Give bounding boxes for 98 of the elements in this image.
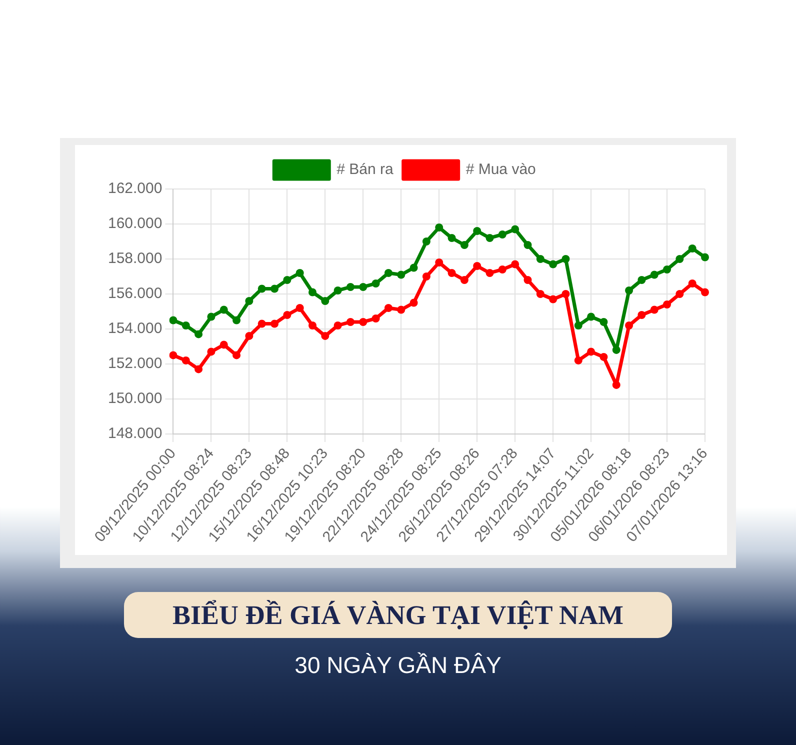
point xyxy=(650,306,658,314)
point xyxy=(600,352,608,361)
point xyxy=(384,268,392,277)
point xyxy=(562,290,570,298)
point xyxy=(296,268,304,277)
point xyxy=(232,316,241,324)
point xyxy=(460,240,468,249)
point xyxy=(169,351,178,360)
point xyxy=(688,279,696,288)
point xyxy=(473,262,482,270)
point xyxy=(625,286,634,294)
point xyxy=(283,310,292,319)
point xyxy=(549,295,558,304)
point xyxy=(625,321,634,330)
point xyxy=(207,312,216,321)
point xyxy=(359,318,368,326)
point xyxy=(232,351,241,360)
point xyxy=(220,340,228,349)
point xyxy=(486,268,494,277)
point xyxy=(448,268,456,277)
y-tick-label: 162.000 xyxy=(108,180,162,198)
point xyxy=(410,298,418,307)
point xyxy=(346,282,354,291)
point xyxy=(511,225,520,234)
point xyxy=(638,276,646,284)
point xyxy=(410,264,418,272)
point xyxy=(245,332,254,340)
point xyxy=(511,260,520,268)
point xyxy=(435,258,444,266)
point xyxy=(258,284,266,293)
point xyxy=(473,226,482,235)
point xyxy=(701,253,709,262)
point xyxy=(397,306,406,314)
point xyxy=(600,318,608,326)
point xyxy=(258,320,266,328)
point xyxy=(182,356,190,364)
text: BIỂU ĐỀ GIÁ VÀNG TẠI VIỆT NAM xyxy=(124,592,672,638)
point xyxy=(397,270,406,279)
point xyxy=(587,348,596,356)
legend-label: # Mua vào xyxy=(466,161,536,178)
point xyxy=(524,240,532,249)
y-tick-label: 150.000 xyxy=(108,390,162,408)
point xyxy=(194,330,203,338)
point xyxy=(612,346,620,354)
point xyxy=(346,318,354,326)
point xyxy=(334,321,342,330)
point xyxy=(308,321,316,330)
point xyxy=(498,230,506,238)
point xyxy=(220,306,228,314)
y-tick-label: 158.000 xyxy=(108,250,162,268)
point xyxy=(498,265,506,274)
point xyxy=(460,276,468,284)
point xyxy=(650,270,658,279)
point xyxy=(486,234,494,242)
point xyxy=(663,265,672,274)
y-tick-label: 152.000 xyxy=(108,355,162,372)
text: 30 NGÀY GẦN ĐÂY xyxy=(294,652,502,679)
point xyxy=(435,223,444,232)
point xyxy=(194,365,203,374)
point xyxy=(422,272,430,280)
point xyxy=(688,244,696,252)
point xyxy=(321,332,330,340)
point xyxy=(270,284,279,293)
point xyxy=(372,314,380,322)
point xyxy=(524,276,532,284)
point xyxy=(245,296,254,305)
point xyxy=(384,304,392,312)
legend-label: # Bán ra xyxy=(336,161,394,178)
point xyxy=(676,254,684,263)
point xyxy=(701,288,709,296)
point xyxy=(549,260,558,268)
point xyxy=(536,254,544,263)
point xyxy=(270,320,279,328)
point xyxy=(372,279,380,288)
point xyxy=(536,290,544,298)
point xyxy=(334,286,342,294)
point xyxy=(663,300,672,308)
y-tick-label: 148.000 xyxy=(108,425,162,442)
point xyxy=(207,348,216,356)
y-tick-label: 154.000 xyxy=(108,320,162,338)
point xyxy=(283,276,292,284)
point xyxy=(422,237,430,246)
point xyxy=(321,296,330,305)
point xyxy=(574,321,582,330)
point xyxy=(638,310,646,319)
point xyxy=(612,380,620,389)
point xyxy=(587,312,596,321)
y-tick-label: 156.000 xyxy=(108,285,162,302)
point xyxy=(562,254,570,263)
point xyxy=(308,288,316,296)
point xyxy=(169,316,178,324)
point xyxy=(676,290,684,298)
point xyxy=(296,304,304,312)
point xyxy=(448,234,456,242)
point xyxy=(574,356,582,364)
y-tick-label: 160.000 xyxy=(108,215,162,232)
point xyxy=(359,282,368,291)
point xyxy=(182,321,190,330)
